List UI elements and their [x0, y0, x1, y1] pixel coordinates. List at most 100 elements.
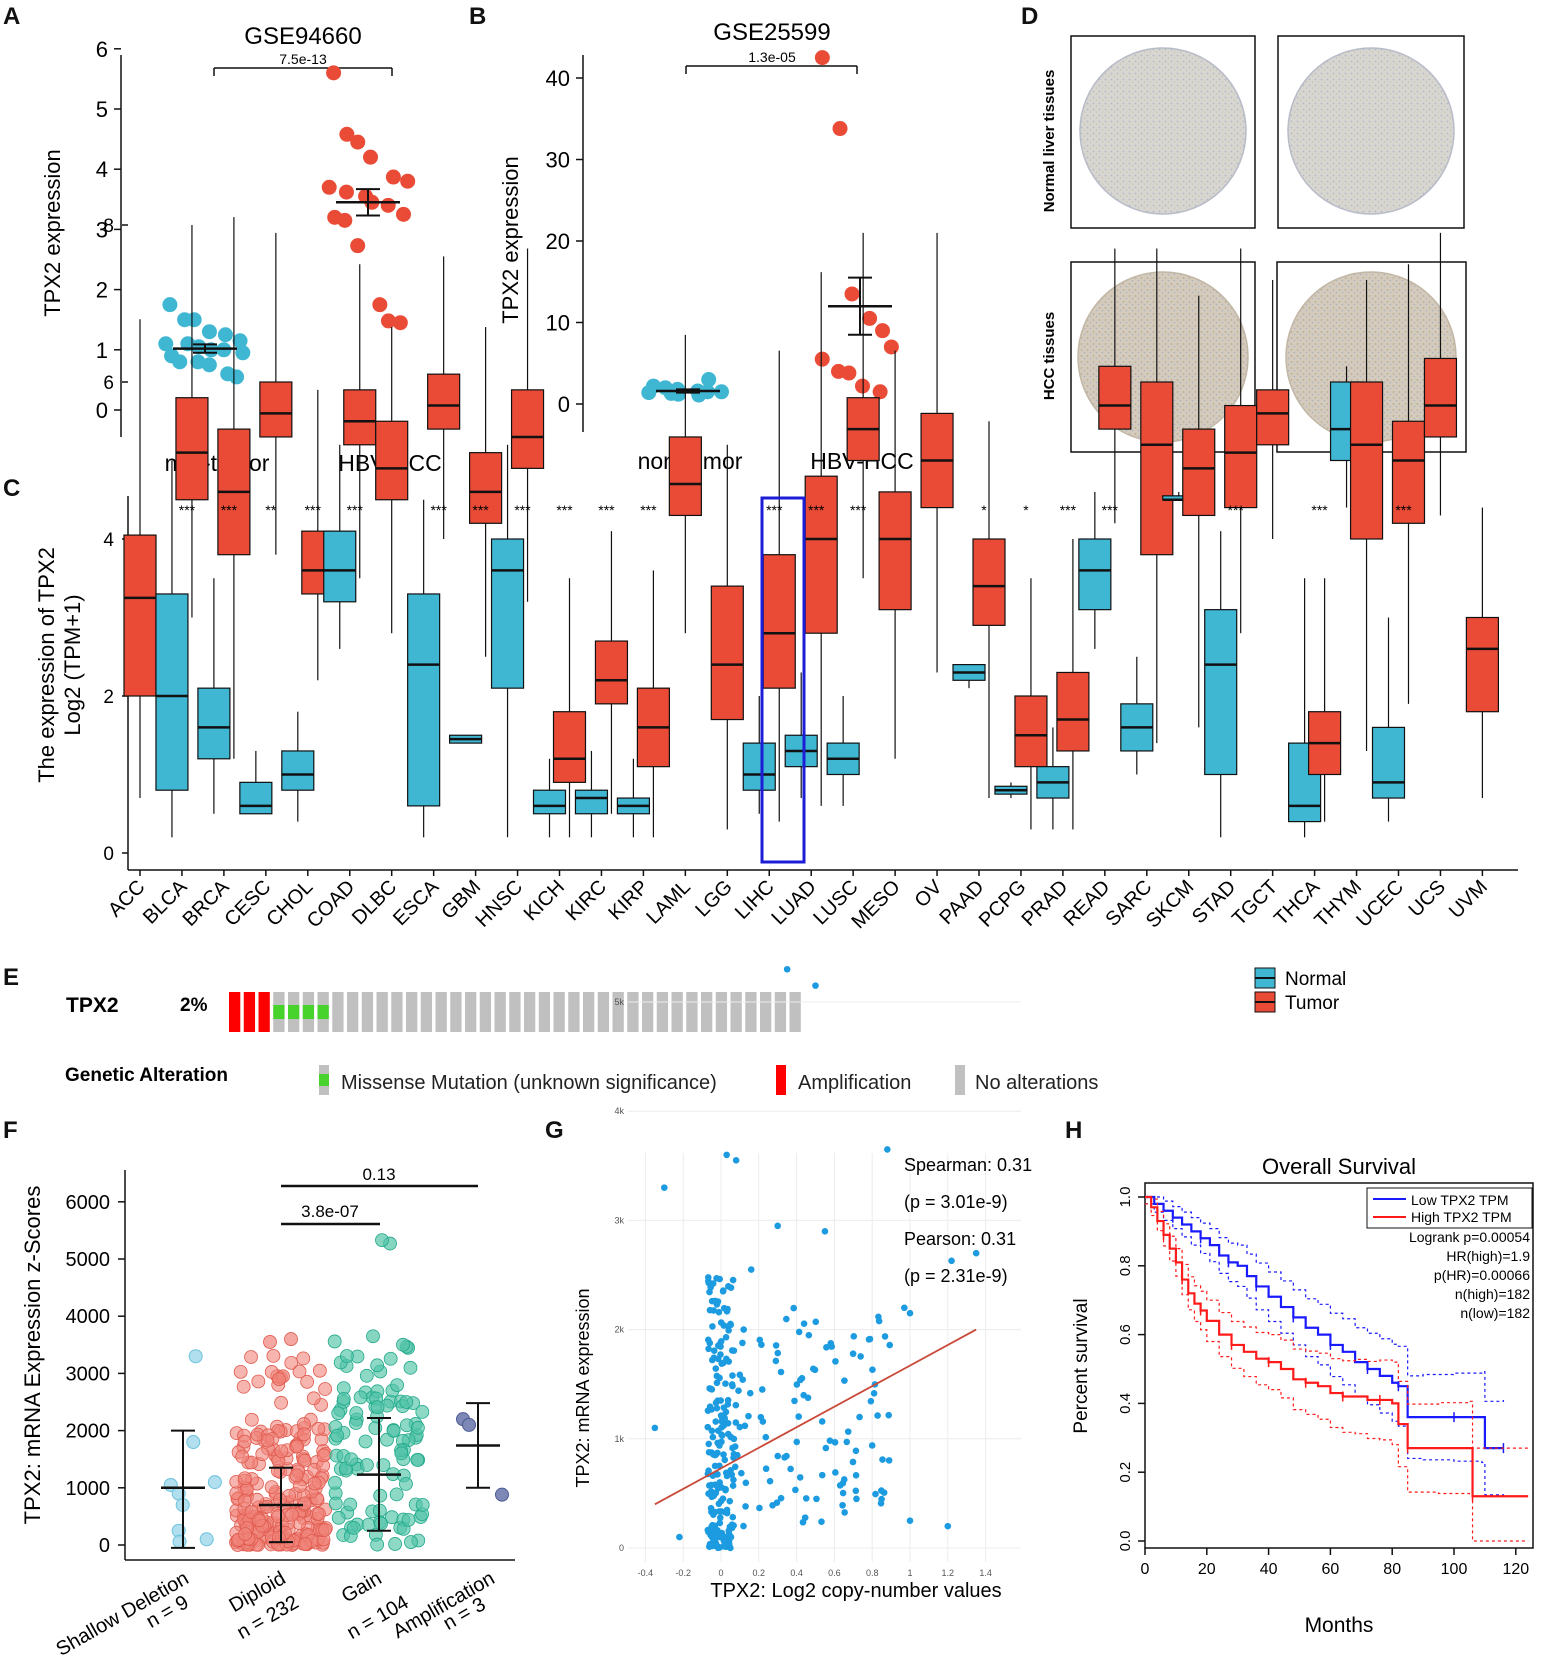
panel-g-point — [832, 1358, 839, 1365]
panel-b-ytick-label: 30 — [546, 148, 570, 173]
xlabel-pcpg: PCPG — [975, 876, 1031, 932]
diploid-point — [311, 1507, 326, 1521]
panel-g-xtick-label: 1.4 — [979, 1568, 992, 1578]
legend-none-swatch — [955, 1065, 965, 1095]
diploid-point — [274, 1395, 289, 1410]
panel-g-point — [742, 1479, 750, 1487]
panel-f-ytick-label: 6000 — [66, 1192, 111, 1214]
panel-c-xticks: ACCBLCABRCACESCCHOLCOADDLBCESCAGBMHNSCKI… — [104, 870, 1492, 933]
diploid-point — [316, 1448, 331, 1463]
panel-g-point — [735, 1387, 742, 1395]
panel-g-point — [944, 1522, 952, 1530]
panel-g-point — [879, 1456, 886, 1463]
panel-g-point — [725, 1527, 733, 1534]
oncoprint-sample — [450, 992, 462, 1032]
sig-prad: *** — [1060, 502, 1077, 518]
panel-g-point — [772, 1357, 780, 1365]
gain-point — [374, 1516, 388, 1531]
gain-point — [389, 1487, 404, 1502]
diploid-point — [252, 1513, 267, 1528]
panel-h-xtick-label: 100 — [1441, 1561, 1468, 1578]
gain-point — [346, 1521, 361, 1535]
panel-a-point — [186, 312, 202, 328]
gain-point — [386, 1423, 401, 1438]
panel-g-point — [738, 1469, 745, 1477]
panel-g-point — [714, 1427, 722, 1434]
box-thca-normal-box — [1287, 742, 1322, 823]
shallow-deletion-point — [172, 1534, 187, 1549]
diploid-point — [238, 1527, 253, 1541]
diploid-point — [274, 1444, 289, 1459]
oncoprint-sample — [583, 992, 595, 1032]
box-ucs-tumor-box — [1423, 357, 1458, 438]
panel-h-ylabel: Percent survival — [1071, 1298, 1092, 1433]
panel-a-point — [380, 197, 396, 213]
oncoprint-sample — [509, 992, 521, 1032]
gain-point — [366, 1329, 380, 1344]
panel-g-point — [739, 1376, 746, 1383]
panel-g-point — [724, 1430, 732, 1438]
panel-letter-a: A — [3, 3, 20, 30]
panel-g-point — [730, 1476, 737, 1484]
gain-point — [403, 1360, 418, 1375]
diploid-point — [312, 1363, 327, 1378]
panel-a-pvalue: 7.5e-13 — [279, 51, 327, 67]
panel-c-ytick-label: 0 — [103, 844, 114, 865]
panel-g-point — [885, 1411, 892, 1419]
panel-g-point — [832, 1469, 839, 1476]
panel-g-xtick-label: 0.8 — [866, 1568, 879, 1578]
panel-a-point — [363, 149, 379, 165]
gain-point — [404, 1535, 418, 1549]
oncoprint-sample — [760, 992, 772, 1032]
box-lihc-tumor-box — [762, 554, 796, 689]
panel-g-point — [716, 1514, 724, 1522]
panel-g-point — [877, 1500, 885, 1507]
panel-letter-g: G — [545, 1117, 564, 1144]
panel-f-ytick-label: 5000 — [66, 1249, 111, 1271]
panel-h-legend-box — [1366, 1187, 1533, 1229]
panel-letter-e: E — [3, 964, 19, 991]
panel-a-point — [235, 345, 251, 361]
panel-g-point — [704, 1423, 712, 1431]
panel-a-point — [172, 354, 188, 370]
box-blca-normal-box — [155, 593, 189, 791]
oncoprint-sample — [361, 992, 374, 1032]
panel-h-stat-nhigh: n(high)=182 — [1455, 1286, 1530, 1302]
panel-h-ticks: 0 20 40 60 80 100 120 0.0 0.2 0.4 0.6 0.8 1.0 — [1117, 1187, 1529, 1578]
panel-a-ytick-label: 2 — [96, 278, 108, 303]
oncoprint-missense — [288, 1005, 300, 1019]
panel-g-point — [733, 1451, 741, 1459]
panel-g-point — [725, 1358, 733, 1365]
box-coad-tumor-box — [343, 389, 377, 446]
gain-point — [339, 1349, 354, 1363]
panel-g-point — [713, 1527, 721, 1534]
panel-a-point — [326, 65, 342, 81]
shallow-deletion-point — [199, 1532, 214, 1547]
panel-a-point — [162, 297, 178, 313]
panel-g-point — [706, 1288, 713, 1296]
panel-g-point — [812, 982, 819, 989]
panel-h-stat-nlow: n(low)=182 — [1460, 1305, 1530, 1321]
gain-point — [375, 1233, 389, 1248]
panel-g-point — [661, 1184, 668, 1191]
panel-g-point — [718, 1438, 725, 1446]
panel-a-point — [380, 313, 396, 329]
panel-h-xtick-label: 40 — [1260, 1561, 1278, 1578]
panel-g-point — [712, 1418, 720, 1425]
panel-g-point — [713, 1301, 721, 1308]
panel-a-points — [158, 65, 416, 385]
panel-f-p-top: 0.13 — [362, 1165, 395, 1184]
legend-amp-swatch — [776, 1065, 786, 1095]
panel-g-point — [756, 1504, 763, 1512]
xlabel-meso: MESO — [847, 876, 904, 933]
panel-g-point — [715, 1308, 723, 1316]
box-paad-tumor-box — [972, 538, 1006, 626]
amplification-point — [495, 1487, 509, 1502]
panel-g-point — [972, 1249, 980, 1257]
oncoprint-sample — [494, 992, 506, 1032]
panel-d: D Normal liver tissues HCC tissues — [1021, 3, 1467, 453]
panel-g-point — [732, 1419, 740, 1426]
box-cesc-tumor-box — [259, 381, 293, 438]
sig-lihc: *** — [766, 502, 783, 518]
panel-g-point — [795, 1413, 802, 1420]
